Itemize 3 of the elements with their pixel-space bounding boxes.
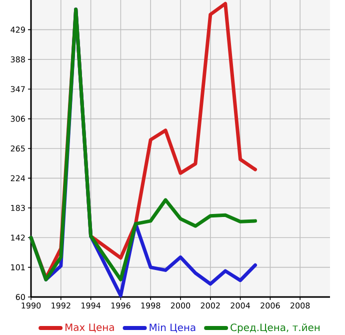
legend-label: Min Цена bbox=[150, 323, 196, 333]
legend-label: Max Цена bbox=[66, 324, 114, 332]
legend-label: Сред.Цена, т.йен bbox=[230, 323, 320, 334]
